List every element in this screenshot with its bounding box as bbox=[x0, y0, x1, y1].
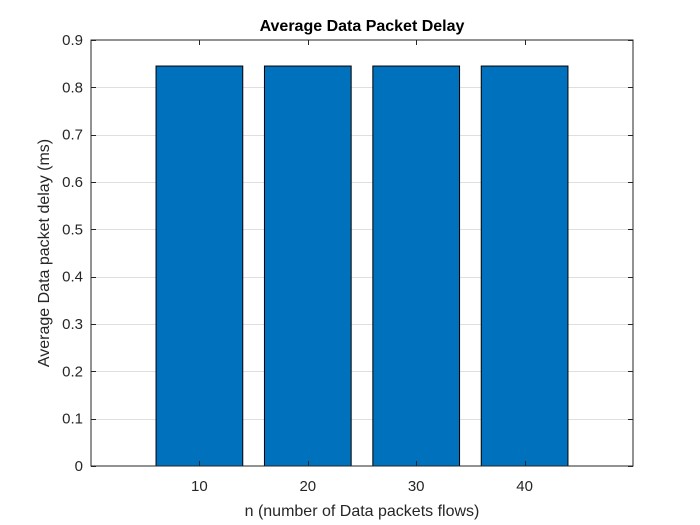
axis-ticks bbox=[91, 40, 633, 467]
y-tick-label: 0.2 bbox=[62, 363, 83, 380]
x-tick-label: 40 bbox=[516, 478, 533, 495]
chart-title: Average Data Packet Delay bbox=[260, 18, 465, 35]
bars bbox=[155, 65, 569, 467]
axes-box bbox=[90, 39, 634, 467]
y-tick-label: 0.4 bbox=[62, 269, 83, 286]
x-tick-label: 20 bbox=[299, 478, 316, 495]
x-tick-label: 30 bbox=[408, 478, 425, 495]
y-tick-label: 0.6 bbox=[62, 174, 83, 191]
y-axis-label: Average Data packet delay (ms) bbox=[36, 139, 53, 367]
y-tick-label: 0.1 bbox=[62, 411, 83, 428]
bar bbox=[263, 65, 352, 467]
y-tick-label: 0.9 bbox=[62, 32, 83, 49]
x-tick-labels: 10 20 30 40 bbox=[191, 478, 533, 495]
y-tick-label: 0.7 bbox=[62, 127, 83, 144]
y-tick-label: 0 bbox=[75, 458, 83, 475]
y-tick-labels: 0 0.1 0.2 0.3 0.4 0.5 0.6 0.7 0.8 0.9 bbox=[62, 32, 83, 475]
y-tick-label: 0.8 bbox=[62, 79, 83, 96]
bar bbox=[155, 65, 244, 467]
y-tick-label: 0.3 bbox=[62, 316, 83, 333]
bar bbox=[372, 65, 461, 467]
x-axis-label: n (number of Data packets flows) bbox=[245, 503, 480, 520]
y-tick-label: 0.5 bbox=[62, 221, 83, 238]
x-tick-label: 10 bbox=[191, 478, 208, 495]
bar bbox=[480, 65, 569, 467]
